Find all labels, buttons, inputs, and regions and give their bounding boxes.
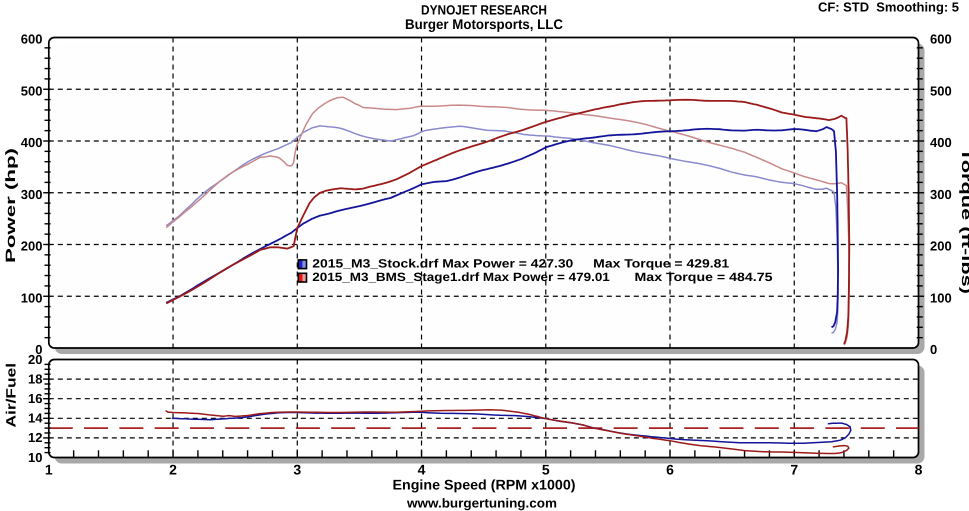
svg-text:600: 600 xyxy=(21,32,43,47)
svg-text:500: 500 xyxy=(21,83,43,98)
svg-text:www.burgertuning.com: www.burgertuning.com xyxy=(406,496,557,511)
svg-text:14: 14 xyxy=(28,411,43,426)
svg-text:200: 200 xyxy=(21,239,43,254)
svg-text:Burger Motorsports, LLC: Burger Motorsports, LLC xyxy=(405,16,563,32)
svg-text:400: 400 xyxy=(21,135,43,150)
svg-text:Max Torque = 429.81: Max Torque = 429.81 xyxy=(593,256,729,270)
svg-text:0: 0 xyxy=(930,342,937,357)
svg-text:300: 300 xyxy=(930,187,952,202)
svg-text:8: 8 xyxy=(915,462,923,478)
svg-text:16: 16 xyxy=(28,391,42,406)
svg-text:Power (hp): Power (hp) xyxy=(3,148,18,263)
svg-text:2015_M3_BMS_Stage1.drf Max Pow: 2015_M3_BMS_Stage1.drf Max Power = 479.0… xyxy=(312,270,610,284)
svg-text:2: 2 xyxy=(169,462,177,478)
svg-text:10: 10 xyxy=(28,450,42,465)
svg-text:3: 3 xyxy=(293,462,301,478)
svg-text:Engine Speed (RPM x1000): Engine Speed (RPM x1000) xyxy=(393,477,576,493)
svg-text:400: 400 xyxy=(930,135,952,150)
svg-text:6: 6 xyxy=(666,462,674,478)
svg-text:0: 0 xyxy=(35,342,42,357)
svg-text:18: 18 xyxy=(28,371,42,386)
svg-text:Torque (ft-lbs): Torque (ft-lbs) xyxy=(959,148,969,294)
svg-text:CF: STD Smoothing: 5: CF: STD Smoothing: 5 xyxy=(818,0,959,15)
svg-text:1: 1 xyxy=(45,462,53,478)
svg-text:5: 5 xyxy=(542,462,550,478)
svg-text:Air/Fuel: Air/Fuel xyxy=(4,363,19,428)
svg-text:4: 4 xyxy=(418,462,426,478)
svg-text:100: 100 xyxy=(21,290,43,305)
svg-text:2015_M3_Stock.drf Max Power =: 2015_M3_Stock.drf Max Power = 427.30 xyxy=(312,256,573,270)
svg-text:20: 20 xyxy=(28,352,42,367)
svg-text:Max Torque = 484.75: Max Torque = 484.75 xyxy=(635,270,773,284)
svg-text:100: 100 xyxy=(930,290,952,305)
svg-text:600: 600 xyxy=(930,32,952,47)
svg-text:7: 7 xyxy=(790,462,798,478)
svg-text:12: 12 xyxy=(28,430,42,445)
svg-text:500: 500 xyxy=(930,83,952,98)
svg-text:DYNOJET RESEARCH: DYNOJET RESEARCH xyxy=(421,3,547,18)
svg-text:200: 200 xyxy=(930,239,952,254)
svg-text:300: 300 xyxy=(21,187,43,202)
